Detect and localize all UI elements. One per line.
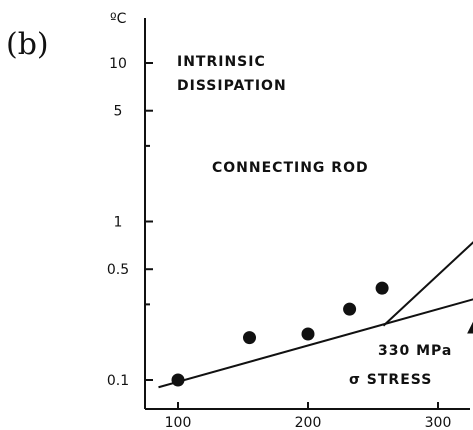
y-axis-unit: ºC bbox=[110, 11, 127, 27]
data-point bbox=[243, 331, 256, 344]
x-tick-label: 100 bbox=[165, 415, 192, 430]
y-tick-label: 0.5 bbox=[107, 262, 129, 278]
intrinsic-label: INTRINSIC bbox=[177, 54, 266, 70]
x-tick-label: 200 bbox=[295, 415, 322, 430]
y-tick-label: 0.1 bbox=[107, 373, 129, 389]
panel-label: (b) bbox=[6, 27, 49, 62]
connecting-rod-label: CONNECTING ROD bbox=[212, 160, 369, 176]
data-point bbox=[172, 374, 185, 387]
x-tick-label: 300 bbox=[425, 415, 452, 430]
y-tick-label: 5 bbox=[114, 104, 123, 120]
y-tick-label: 1 bbox=[114, 215, 123, 231]
dissipation-label: DISSIPATION bbox=[177, 78, 287, 94]
y-tick-label: 10 bbox=[109, 56, 127, 72]
stress-label: σ STRESS bbox=[349, 372, 432, 388]
data-point bbox=[302, 328, 315, 341]
threshold-label: 330 MPa bbox=[378, 343, 452, 359]
fit-line-2 bbox=[383, 118, 473, 326]
axes: 0.10.51510100200300400 bbox=[107, 18, 473, 430]
data-point bbox=[343, 303, 356, 316]
data-point bbox=[376, 282, 389, 295]
